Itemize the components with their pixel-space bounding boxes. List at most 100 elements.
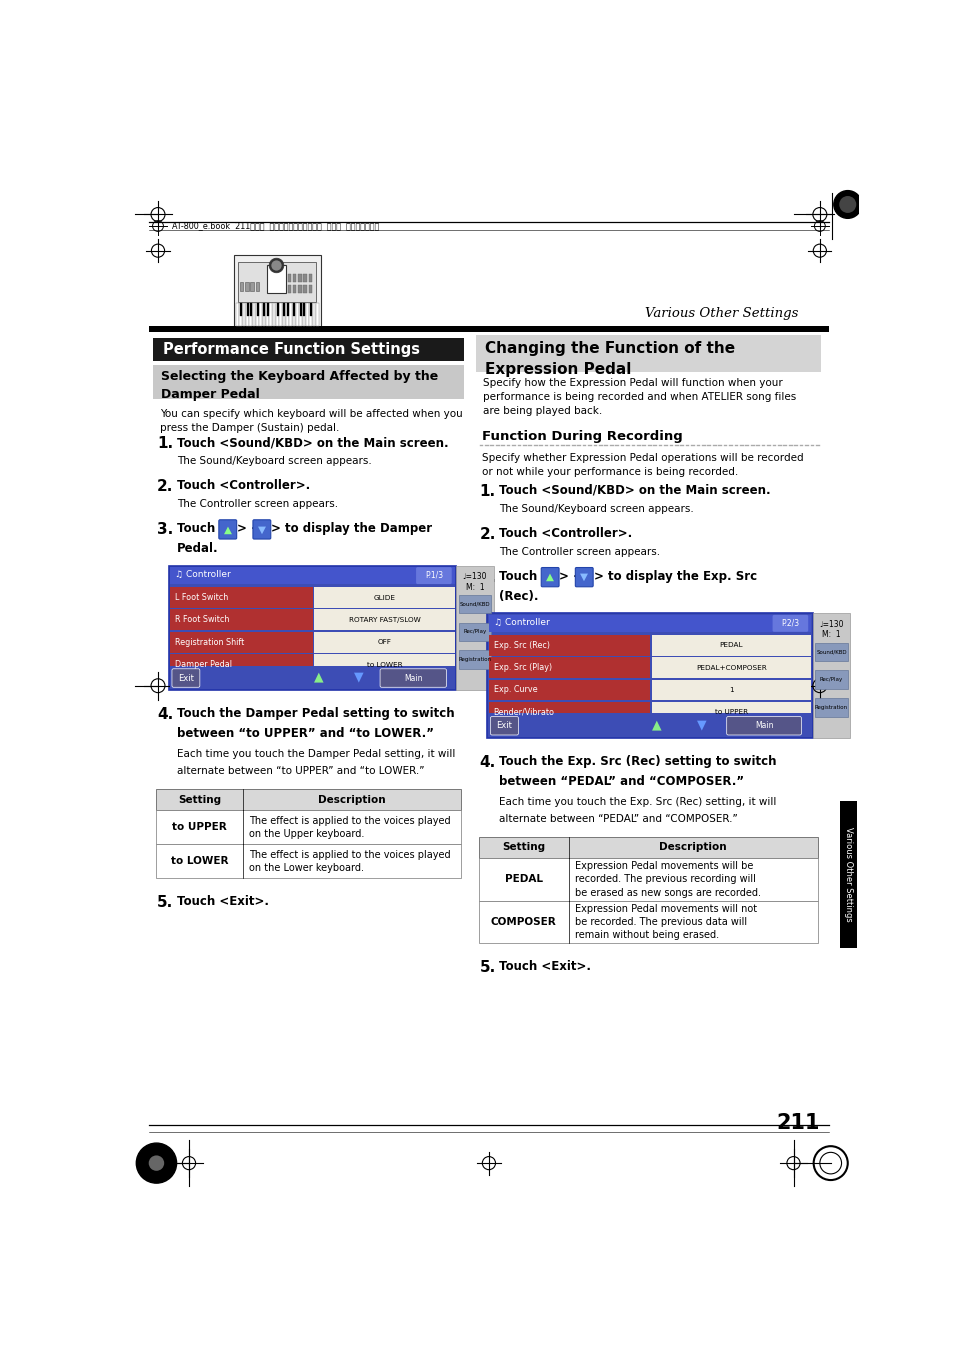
Text: ▼: ▼ — [257, 524, 266, 535]
Bar — [306, 303, 309, 326]
Text: Selecting the Keyboard Affected by the
Damper Pedal: Selecting the Keyboard Affected by the D… — [161, 370, 437, 400]
Text: Pedal.: Pedal. — [176, 543, 218, 555]
Bar — [262, 303, 265, 326]
Text: Touch <Controller>.: Touch <Controller>. — [176, 480, 310, 492]
Bar — [275, 303, 278, 326]
FancyBboxPatch shape — [416, 567, 452, 584]
Bar — [235, 303, 238, 326]
Text: Touch <Exit>.: Touch <Exit>. — [498, 959, 590, 973]
Text: Registration: Registration — [458, 657, 491, 662]
Text: 4.: 4. — [157, 708, 173, 723]
Text: ♩=130: ♩=130 — [462, 571, 487, 581]
Bar — [476, 335, 820, 372]
Text: Each time you touch the Exp. Src (Rec) setting, it will: Each time you touch the Exp. Src (Rec) s… — [498, 797, 776, 807]
Bar — [840, 801, 856, 947]
Bar — [315, 303, 318, 326]
Bar — [478, 836, 817, 858]
Bar — [242, 303, 245, 326]
Text: Bender/Vibrato: Bender/Vibrato — [493, 708, 554, 717]
Text: Main: Main — [754, 721, 773, 731]
Text: 2.: 2. — [479, 527, 496, 542]
Text: Each time you touch the Damper Pedal setting, it will: Each time you touch the Damper Pedal set… — [176, 748, 455, 759]
Text: > to display the Damper: > to display the Damper — [271, 523, 432, 535]
Text: Touch <Sound/KBD> on the Main screen.: Touch <Sound/KBD> on the Main screen. — [498, 484, 770, 497]
Text: ▼: ▼ — [354, 670, 363, 684]
Circle shape — [269, 258, 284, 273]
Text: Sound/KBD: Sound/KBD — [459, 601, 490, 607]
Text: Various Other Settings: Various Other Settings — [843, 827, 852, 921]
Bar — [171, 567, 455, 584]
Bar — [250, 303, 252, 316]
Bar — [153, 365, 464, 400]
Bar — [302, 303, 305, 326]
Bar — [314, 609, 455, 631]
Bar — [149, 326, 828, 331]
Text: AT-800_e.book  211ページ  ２００８年１０朎１５日  水曜日  午前９晎３７分: AT-800_e.book 211ページ ２００８年１０朎１５日 水曜日 午前９… — [172, 222, 378, 231]
Bar — [303, 274, 307, 281]
Text: Specify how the Expression Pedal will function when your
performance is being re: Specify how the Expression Pedal will fu… — [483, 378, 796, 416]
Text: alternate between “PEDAL” and “COMPOSER.”: alternate between “PEDAL” and “COMPOSER.… — [498, 813, 737, 824]
Bar — [314, 654, 455, 676]
Text: M:  1: M: 1 — [821, 631, 840, 639]
Bar — [171, 654, 313, 676]
Bar — [263, 303, 265, 316]
Bar — [456, 566, 493, 690]
Bar — [488, 635, 649, 655]
Text: Changing the Function of the: Changing the Function of the — [484, 340, 735, 355]
Text: The Sound/Keyboard screen appears.: The Sound/Keyboard screen appears. — [176, 457, 371, 466]
Bar — [488, 657, 649, 678]
Bar — [246, 303, 249, 316]
Bar — [488, 615, 810, 632]
Bar — [651, 635, 810, 655]
Text: The Controller screen appears.: The Controller screen appears. — [498, 547, 659, 557]
Bar — [298, 285, 301, 293]
Bar — [308, 274, 312, 281]
Text: ▼: ▼ — [697, 719, 706, 731]
Text: Exit: Exit — [178, 674, 193, 682]
Bar — [233, 254, 320, 328]
Bar — [246, 303, 249, 326]
Bar — [815, 698, 847, 716]
Text: Touch the Exp. Src (Rec) setting to switch: Touch the Exp. Src (Rec) setting to swit… — [498, 755, 776, 767]
Text: PEDAL+COMPOSER: PEDAL+COMPOSER — [696, 665, 766, 670]
Bar — [156, 811, 460, 844]
Bar — [293, 274, 296, 281]
Text: Touch <Exit>.: Touch <Exit>. — [176, 896, 269, 908]
Text: PEDAL: PEDAL — [504, 874, 542, 885]
Text: Specify whether Expression Pedal operations will be recorded
or not while your p: Specify whether Expression Pedal operati… — [481, 453, 802, 477]
Text: Various Other Settings: Various Other Settings — [644, 307, 798, 320]
Text: > to display the Exp. Src: > to display the Exp. Src — [593, 570, 756, 584]
Bar — [293, 303, 295, 316]
Bar — [239, 303, 242, 316]
Text: between “PEDAL” and “COMPOSER.”: between “PEDAL” and “COMPOSER.” — [498, 775, 743, 788]
Bar — [299, 303, 302, 316]
Bar — [309, 303, 312, 326]
Bar — [267, 265, 286, 293]
Bar — [651, 657, 810, 678]
Text: OFF: OFF — [377, 639, 391, 646]
Bar — [478, 858, 817, 901]
Text: 4.: 4. — [479, 755, 496, 770]
Bar — [171, 666, 455, 689]
Bar — [293, 285, 296, 293]
Bar — [308, 285, 312, 293]
Text: 1.: 1. — [479, 484, 496, 499]
Bar — [651, 703, 810, 723]
Text: P.2/3: P.2/3 — [781, 617, 799, 627]
FancyBboxPatch shape — [490, 716, 517, 735]
Text: Exp. Src (Rec): Exp. Src (Rec) — [493, 640, 549, 650]
Text: Setting: Setting — [501, 843, 545, 852]
Text: Touch the Damper Pedal setting to switch: Touch the Damper Pedal setting to switch — [176, 708, 454, 720]
FancyBboxPatch shape — [540, 567, 558, 586]
Circle shape — [839, 196, 856, 213]
Bar — [255, 282, 259, 290]
Text: 211: 211 — [776, 1113, 819, 1133]
Bar — [276, 303, 278, 316]
Text: You can specify which keyboard will be affected when you
press the Damper (Susta: You can specify which keyboard will be a… — [159, 408, 462, 432]
Text: 1.: 1. — [157, 436, 173, 451]
FancyBboxPatch shape — [218, 520, 236, 539]
Text: R Foot Switch: R Foot Switch — [174, 616, 229, 624]
Text: ▲: ▲ — [314, 670, 323, 684]
Bar — [238, 262, 316, 303]
Bar — [458, 623, 491, 642]
